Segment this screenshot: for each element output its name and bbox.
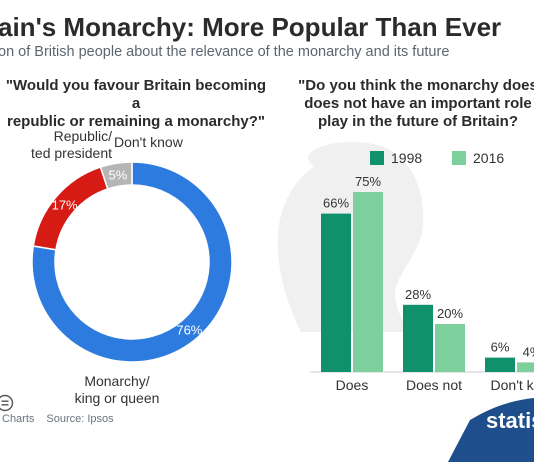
bar-2016-0 bbox=[353, 192, 383, 372]
bar-2016-2 bbox=[517, 362, 534, 372]
slice-value-label: 5% bbox=[108, 168, 127, 183]
page-title: ain's Monarchy: More Popular Than Ever bbox=[0, 12, 502, 42]
slice-label-line: ted president bbox=[31, 145, 112, 161]
donut-chart: 76% 17% 5% bbox=[31, 161, 233, 363]
bar-value-label: 4% bbox=[523, 344, 534, 359]
bar-value-label: 66% bbox=[323, 196, 349, 211]
legend-label: 1998 bbox=[391, 150, 423, 166]
bar-value-label: 6% bbox=[491, 340, 510, 355]
page-subtitle: on of British people about the relevance… bbox=[0, 44, 450, 60]
x-tick-label: Does not bbox=[406, 377, 462, 393]
bar-1998-1 bbox=[403, 304, 433, 372]
bar-question: "Do you think the monarchy does does not… bbox=[268, 77, 534, 131]
bar-value-label: 75% bbox=[355, 174, 381, 189]
equals-icon bbox=[0, 394, 14, 412]
legend-swatch bbox=[452, 151, 466, 165]
bar-question-line: play in the future of Britain? bbox=[317, 113, 518, 130]
donut-question-line: republic or remaining a monarchy?" bbox=[6, 113, 265, 130]
bar-2016-1 bbox=[435, 324, 465, 372]
bar-question-line: does not have an important role bbox=[304, 95, 532, 112]
x-tick-label: Don't kn bbox=[491, 377, 534, 393]
footer: Charts Source: Ipsos bbox=[2, 413, 114, 425]
legend-item-1998: 1998 bbox=[370, 150, 422, 166]
x-tick-label: Does bbox=[336, 377, 369, 393]
bar-1998-0 bbox=[321, 213, 351, 372]
donut-question-line: "Would you favour Britain becoming a bbox=[5, 77, 267, 112]
legend-item-2016: 2016 bbox=[452, 150, 504, 166]
bar-value-label: 28% bbox=[405, 287, 431, 302]
bar-question-line: "Do you think the monarchy does bbox=[298, 77, 534, 94]
slice-label-line: Republic/ bbox=[53, 128, 112, 144]
legend-label: 2016 bbox=[473, 150, 505, 166]
bar-chart: 66% 75% Does 28% 20% Does not 6% 4% Don't kn bbox=[310, 174, 534, 393]
slice-label-republic: Republic/ ted president bbox=[26, 128, 112, 162]
bar-value-label: 20% bbox=[437, 306, 463, 321]
credit-text: Charts bbox=[2, 413, 35, 425]
license-icons bbox=[0, 394, 14, 415]
bar-1998-2 bbox=[485, 357, 515, 372]
legend-swatch bbox=[370, 151, 384, 165]
slice-label-monarchy: Monarchy/ king or queen bbox=[52, 373, 182, 407]
slice-value-label: 76% bbox=[176, 322, 202, 337]
donut-slice-dont-know bbox=[99, 161, 133, 190]
slice-label-dont-know: Don't know bbox=[114, 134, 183, 150]
source-text: Source: Ipsos bbox=[46, 413, 114, 425]
donut-slice-monarchy bbox=[31, 161, 233, 363]
slice-label-line: Monarchy/ bbox=[84, 373, 150, 389]
donut-question: "Would you favour Britain becoming a rep… bbox=[0, 77, 272, 131]
slice-value-label: 17% bbox=[52, 198, 78, 213]
slice-label-line: king or queen bbox=[74, 390, 160, 406]
